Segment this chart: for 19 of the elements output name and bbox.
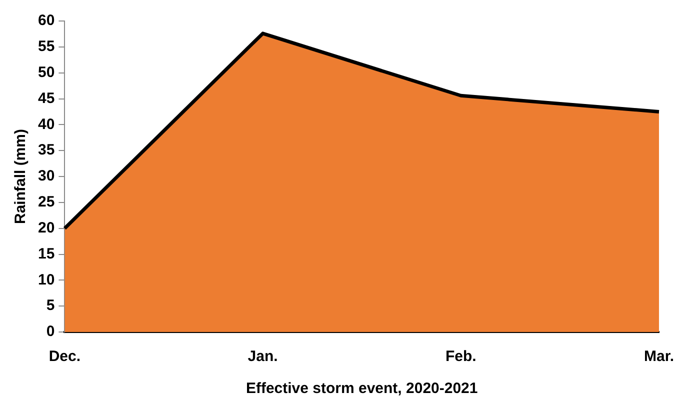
y-tick-label: 60 <box>38 12 55 30</box>
y-tick-label: 55 <box>38 38 55 56</box>
y-axis-title: Rainfall (mm) <box>12 128 30 224</box>
y-tick-label: 15 <box>38 245 55 262</box>
y-tick-label: 45 <box>38 90 55 107</box>
y-tick-label: 5 <box>46 297 55 314</box>
y-tick-label: 35 <box>38 142 55 159</box>
y-tick-label: 10 <box>38 271 55 288</box>
x-tick-label: Mar. <box>644 348 674 366</box>
x-tick-label: Feb. <box>445 348 476 366</box>
x-tick-label: Jan. <box>248 348 278 366</box>
x-axis-title: Effective storm event, 2020-2021 <box>246 380 478 398</box>
y-tick-label: 0 <box>46 323 55 340</box>
y-tick-label: 50 <box>38 64 55 81</box>
y-tick-label: 25 <box>38 194 55 211</box>
y-tick-label: 30 <box>38 168 55 185</box>
x-tick-label: Dec. <box>48 348 81 366</box>
y-tick-label: 40 <box>38 116 55 133</box>
y-tick-label: 20 <box>38 219 55 236</box>
